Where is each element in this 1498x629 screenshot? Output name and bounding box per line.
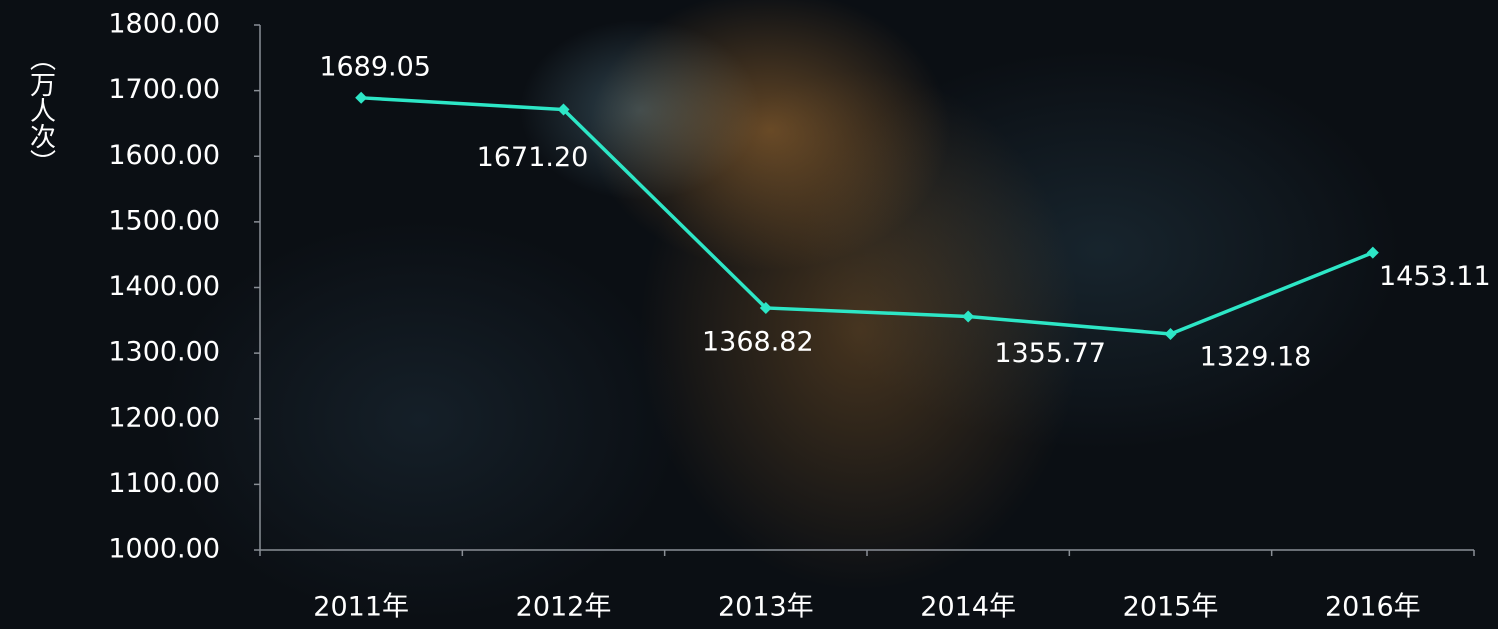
x-tick-label: 2012年 (516, 592, 612, 623)
y-tick-label: 1300.00 (108, 337, 220, 368)
y-axis-label: （万人次） (26, 45, 56, 175)
marker (355, 91, 368, 104)
data-label: 1329.18 (1200, 341, 1312, 372)
y-tick-label: 1200.00 (108, 402, 220, 433)
data-label: 1453.11 (1379, 261, 1491, 292)
marker (557, 103, 570, 116)
data-label: 1368.82 (702, 326, 814, 357)
y-tick-label: 1700.00 (108, 74, 220, 105)
x-tick-label: 2013年 (718, 592, 814, 623)
y-tick-label: 1100.00 (108, 468, 220, 499)
marker (759, 301, 772, 314)
y-tick-label: 1000.00 (108, 534, 220, 565)
y-tick-label: 1800.00 (108, 9, 220, 40)
line (361, 96, 1374, 336)
y-tick-label: 1500.00 (108, 205, 220, 236)
x-tick-label: 2011年 (313, 592, 409, 623)
x-tick-label: 2015年 (1123, 592, 1219, 623)
y-tick-label: 1400.00 (108, 271, 220, 302)
data-label: 1355.77 (994, 338, 1106, 369)
y-tick-label: 1600.00 (108, 140, 220, 171)
marker (962, 310, 975, 323)
x-tick-label: 2016年 (1325, 592, 1421, 623)
x-tick-label: 2014年 (920, 592, 1016, 623)
marker (1164, 327, 1177, 340)
marker (1366, 246, 1379, 259)
data-label: 1689.05 (319, 51, 431, 82)
data-label: 1671.20 (477, 142, 589, 173)
